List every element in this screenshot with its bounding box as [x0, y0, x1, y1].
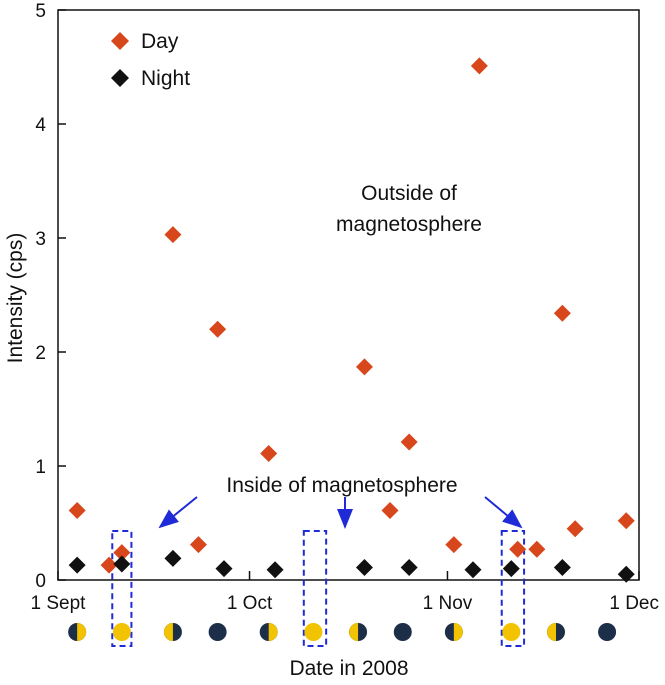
moon-phase-row — [68, 623, 617, 641]
day-point — [528, 540, 546, 558]
moon-full-icon — [502, 623, 521, 641]
moon-first-quarter-icon — [68, 623, 87, 641]
moon-first-quarter-icon — [259, 623, 278, 641]
day-point — [400, 433, 418, 451]
day-point — [445, 536, 463, 554]
x-tick-label: 1 Dec — [609, 593, 659, 614]
moon-new-icon — [598, 623, 617, 641]
y-axis-title: Intensity (cps) — [4, 233, 27, 364]
legend-night-marker — [111, 69, 129, 87]
plot-frame — [57, 9, 640, 581]
legend-day-label: Day — [141, 30, 179, 53]
day-point — [566, 520, 584, 538]
y-tick-label: 3 — [35, 229, 46, 250]
y-tick-label: 2 — [35, 343, 46, 364]
magnetosphere-windows — [111, 530, 526, 647]
arrow-right — [484, 496, 523, 529]
legend: Day Night — [111, 30, 190, 90]
moon-new-icon — [208, 623, 227, 641]
annotation-inside: Inside of magnetosphere — [226, 474, 457, 497]
night-point — [355, 558, 373, 576]
moon-last-quarter-icon — [547, 623, 565, 641]
moon-last-quarter-icon — [349, 623, 368, 641]
data-points — [68, 57, 635, 583]
y-tick-label: 4 — [35, 115, 46, 136]
day-point — [68, 501, 86, 519]
y-tick-label: 5 — [35, 1, 46, 22]
night-point — [164, 549, 182, 567]
night-point — [464, 561, 482, 579]
day-point — [509, 540, 527, 558]
magnetosphere-window — [302, 530, 328, 647]
y-tick-label: 1 — [35, 457, 46, 478]
day-point — [617, 512, 635, 530]
day-point — [189, 536, 207, 554]
moon-full-icon — [112, 623, 131, 641]
annotation-outside-line1: Outside of — [361, 182, 457, 205]
arrow-left — [158, 496, 198, 529]
night-point — [553, 558, 571, 576]
day-point — [164, 226, 182, 244]
night-point — [617, 565, 635, 583]
night-point — [68, 556, 86, 574]
x-axis-title: Date in 2008 — [289, 657, 408, 680]
day-point — [260, 444, 278, 462]
magnetosphere-window — [111, 530, 133, 647]
day-point — [355, 358, 373, 376]
day-point — [113, 544, 131, 562]
day-point — [470, 57, 488, 75]
moon-new-icon — [393, 623, 412, 641]
day-point — [100, 556, 118, 574]
moon-last-quarter-icon — [163, 623, 182, 641]
night-point — [215, 560, 233, 578]
y-tick-label: 0 — [35, 571, 46, 592]
x-tick-label: 1 Nov — [423, 593, 473, 614]
annotation-outside-line2: magnetosphere — [336, 213, 482, 236]
night-point — [502, 560, 520, 578]
x-axis: 1 Sept 1 Oct 1 Nov 1 Dec — [31, 571, 659, 614]
day-point — [553, 304, 571, 322]
night-point — [266, 561, 284, 579]
moon-first-quarter-icon — [444, 623, 463, 641]
legend-night-label: Night — [141, 67, 190, 90]
legend-day-marker — [111, 32, 129, 50]
magnetosphere-window — [500, 530, 526, 647]
moon-full-icon — [304, 623, 323, 641]
y-axis: 0 1 2 3 4 5 — [35, 1, 66, 592]
night-point — [400, 558, 418, 576]
x-tick-label: 1 Sept — [31, 593, 87, 614]
x-tick-label: 1 Oct — [227, 593, 273, 614]
day-point — [381, 501, 399, 519]
night-point — [113, 555, 131, 573]
annotation-arrows — [158, 496, 523, 529]
day-point — [209, 320, 227, 338]
